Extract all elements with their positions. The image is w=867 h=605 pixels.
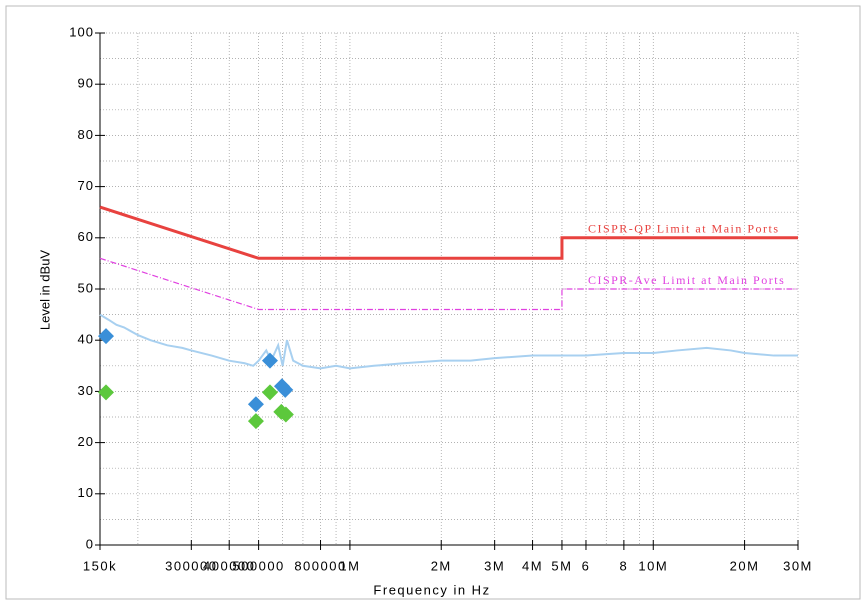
marker [277, 381, 294, 398]
limit-label: CISPR-Ave Limit at Main Ports [588, 273, 785, 287]
measurement-trace [99, 313, 798, 370]
x-tick-label: 1M [339, 558, 360, 573]
x-tick-label: 4M [522, 558, 543, 573]
y-tick-label: 40 [78, 332, 94, 347]
y-tick-label: 30 [78, 383, 94, 398]
x-tick-label: 500000 [232, 558, 284, 573]
y-tick-label: 70 [78, 178, 94, 193]
y-tick-label: 90 [78, 76, 94, 91]
marker [247, 413, 264, 430]
x-tick-label: 30M [783, 558, 813, 573]
y-tick-label: 50 [78, 280, 94, 295]
marker [98, 384, 115, 401]
y-axis-label: Level in dBuV [37, 250, 52, 331]
x-tick-label: 8 [620, 558, 629, 573]
marker [98, 328, 115, 345]
marker [261, 384, 278, 401]
y-tick-label: 80 [78, 127, 94, 142]
y-tick-label: 20 [78, 434, 94, 449]
x-tick-label: 400000 [203, 558, 255, 573]
x-tick-label: 150k [83, 558, 117, 573]
y-tick-label: 100 [69, 24, 94, 39]
x-tick-label: 5M [551, 558, 572, 573]
marker [277, 406, 294, 423]
frame [5, 5, 861, 600]
x-axis-label: Frequency in Hz [373, 582, 490, 597]
y-tick-label: 60 [78, 229, 94, 244]
limit-line [99, 205, 798, 260]
x-tick-label: 300000 [165, 558, 217, 573]
y-tick-label: 0 [86, 536, 94, 551]
x-tick-label: 3M [484, 558, 505, 573]
y-tick-label: 10 [78, 485, 94, 500]
x-tick-label: 20M [730, 558, 760, 573]
limit-label: CISPR-QP Limit at Main Ports [588, 222, 780, 236]
x-tick-label: 2M [431, 558, 452, 573]
x-tick-label: 10M [638, 558, 668, 573]
x-tick-label: 6 [582, 558, 591, 573]
limit-line [99, 257, 798, 311]
marker [261, 352, 278, 369]
x-tick-label: 800000 [294, 558, 346, 573]
marker [247, 396, 264, 413]
